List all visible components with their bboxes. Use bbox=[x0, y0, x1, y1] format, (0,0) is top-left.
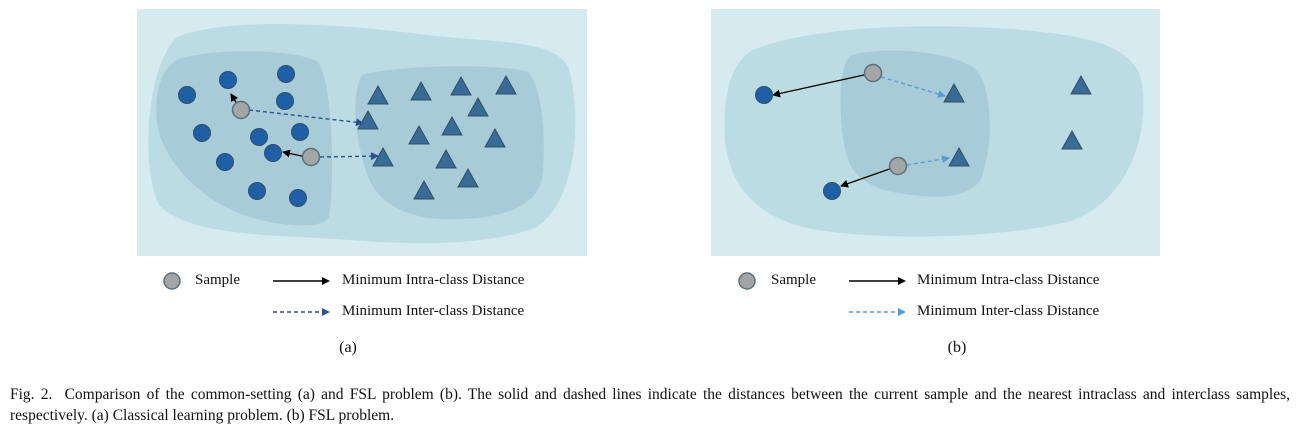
triangle-class-region bbox=[355, 66, 544, 220]
inter-arrow bbox=[248, 109, 364, 127]
triangle-class-points bbox=[357, 74, 517, 200]
sample-legend-icon bbox=[738, 272, 756, 290]
triangle-point bbox=[441, 115, 463, 136]
circle-point bbox=[823, 182, 841, 200]
solid-arrow-legend-icon bbox=[273, 277, 330, 285]
legend-b-intra: Minimum Intra-class Distance bbox=[848, 271, 1148, 291]
legend-inter-label: Minimum Inter-class Distance bbox=[342, 303, 525, 319]
panel-a-diagram bbox=[137, 9, 587, 256]
triangle-point bbox=[943, 82, 965, 103]
triangle-point bbox=[948, 146, 970, 167]
caption-text: Comparison of the common-setting (a) and… bbox=[10, 386, 1290, 424]
legend-a-intra: Minimum Intra-class Distance bbox=[272, 271, 572, 291]
legend-a-sample: Sample bbox=[162, 271, 282, 291]
triangle-point bbox=[495, 74, 517, 95]
legend-intra-label: Minimum Intra-class Distance bbox=[342, 272, 525, 288]
sample-point bbox=[888, 156, 908, 176]
inter-arrow bbox=[319, 152, 379, 161]
circle-point bbox=[277, 65, 295, 83]
circle-point bbox=[276, 92, 294, 110]
circle-point bbox=[250, 128, 268, 146]
triangle-point bbox=[413, 179, 435, 200]
circle-point bbox=[264, 144, 282, 162]
legend-b-inter: Minimum Inter-class Distance bbox=[848, 302, 1148, 322]
circle-point bbox=[178, 86, 196, 104]
subfigure-label-b: (b) bbox=[947, 339, 967, 356]
intra-arrow bbox=[840, 165, 899, 188]
legend-intra-label: Minimum Intra-class Distance bbox=[917, 272, 1100, 288]
triangle-point bbox=[408, 124, 430, 145]
inter-class-arrows bbox=[248, 109, 379, 161]
dashed-arrow-legend-icon bbox=[273, 308, 330, 316]
circle-point bbox=[219, 71, 237, 89]
triangle-point bbox=[484, 127, 506, 148]
circle-class-points bbox=[755, 86, 841, 200]
triangle-point bbox=[357, 109, 379, 130]
triangle-point bbox=[410, 80, 432, 101]
circle-point bbox=[193, 124, 211, 142]
circle-point bbox=[289, 189, 307, 207]
legend-sample-label: Sample bbox=[771, 272, 816, 288]
subfigure-label-a: (a) bbox=[339, 339, 357, 356]
triangle-point bbox=[1070, 74, 1092, 95]
triangle-point bbox=[435, 148, 457, 169]
circle-point bbox=[248, 182, 266, 200]
triangle-point bbox=[457, 167, 479, 188]
panel-b-diagram bbox=[711, 9, 1160, 256]
legend-sample-label: Sample bbox=[195, 272, 240, 288]
inner-region bbox=[840, 50, 990, 197]
sample-point bbox=[301, 147, 321, 167]
circle-point bbox=[755, 86, 773, 104]
sample-point bbox=[231, 100, 251, 120]
intra-arrow bbox=[772, 72, 874, 98]
inter-class-arrows bbox=[880, 76, 950, 166]
legend-a-inter: Minimum Inter-class Distance bbox=[272, 302, 572, 322]
sample-points bbox=[231, 100, 321, 167]
triangle-class-points bbox=[943, 74, 1092, 167]
triangle-point bbox=[450, 75, 472, 96]
sample-point bbox=[863, 63, 883, 83]
legend-inter-label: Minimum Inter-class Distance bbox=[917, 303, 1100, 319]
figure-number: Fig. 2. bbox=[10, 386, 53, 403]
figure-caption: Fig. 2. Comparison of the common-setting… bbox=[10, 384, 1290, 426]
triangle-point bbox=[467, 96, 489, 117]
legend-b-sample: Sample bbox=[737, 271, 857, 291]
circle-point bbox=[216, 153, 234, 171]
circle-class-points bbox=[178, 65, 309, 207]
solid-arrow-legend-icon bbox=[849, 277, 906, 285]
circle-point bbox=[291, 123, 309, 141]
panel-a-svg bbox=[137, 9, 587, 256]
triangle-point bbox=[372, 146, 394, 167]
triangle-point bbox=[1061, 129, 1083, 150]
triangle-point bbox=[367, 84, 389, 105]
sample-points bbox=[863, 63, 908, 176]
intra-class-arrows bbox=[772, 72, 899, 188]
panel-b-svg bbox=[711, 9, 1160, 256]
dashed-arrow-legend-icon bbox=[849, 308, 906, 316]
sample-legend-icon bbox=[163, 272, 181, 290]
inter-arrow bbox=[906, 155, 950, 166]
